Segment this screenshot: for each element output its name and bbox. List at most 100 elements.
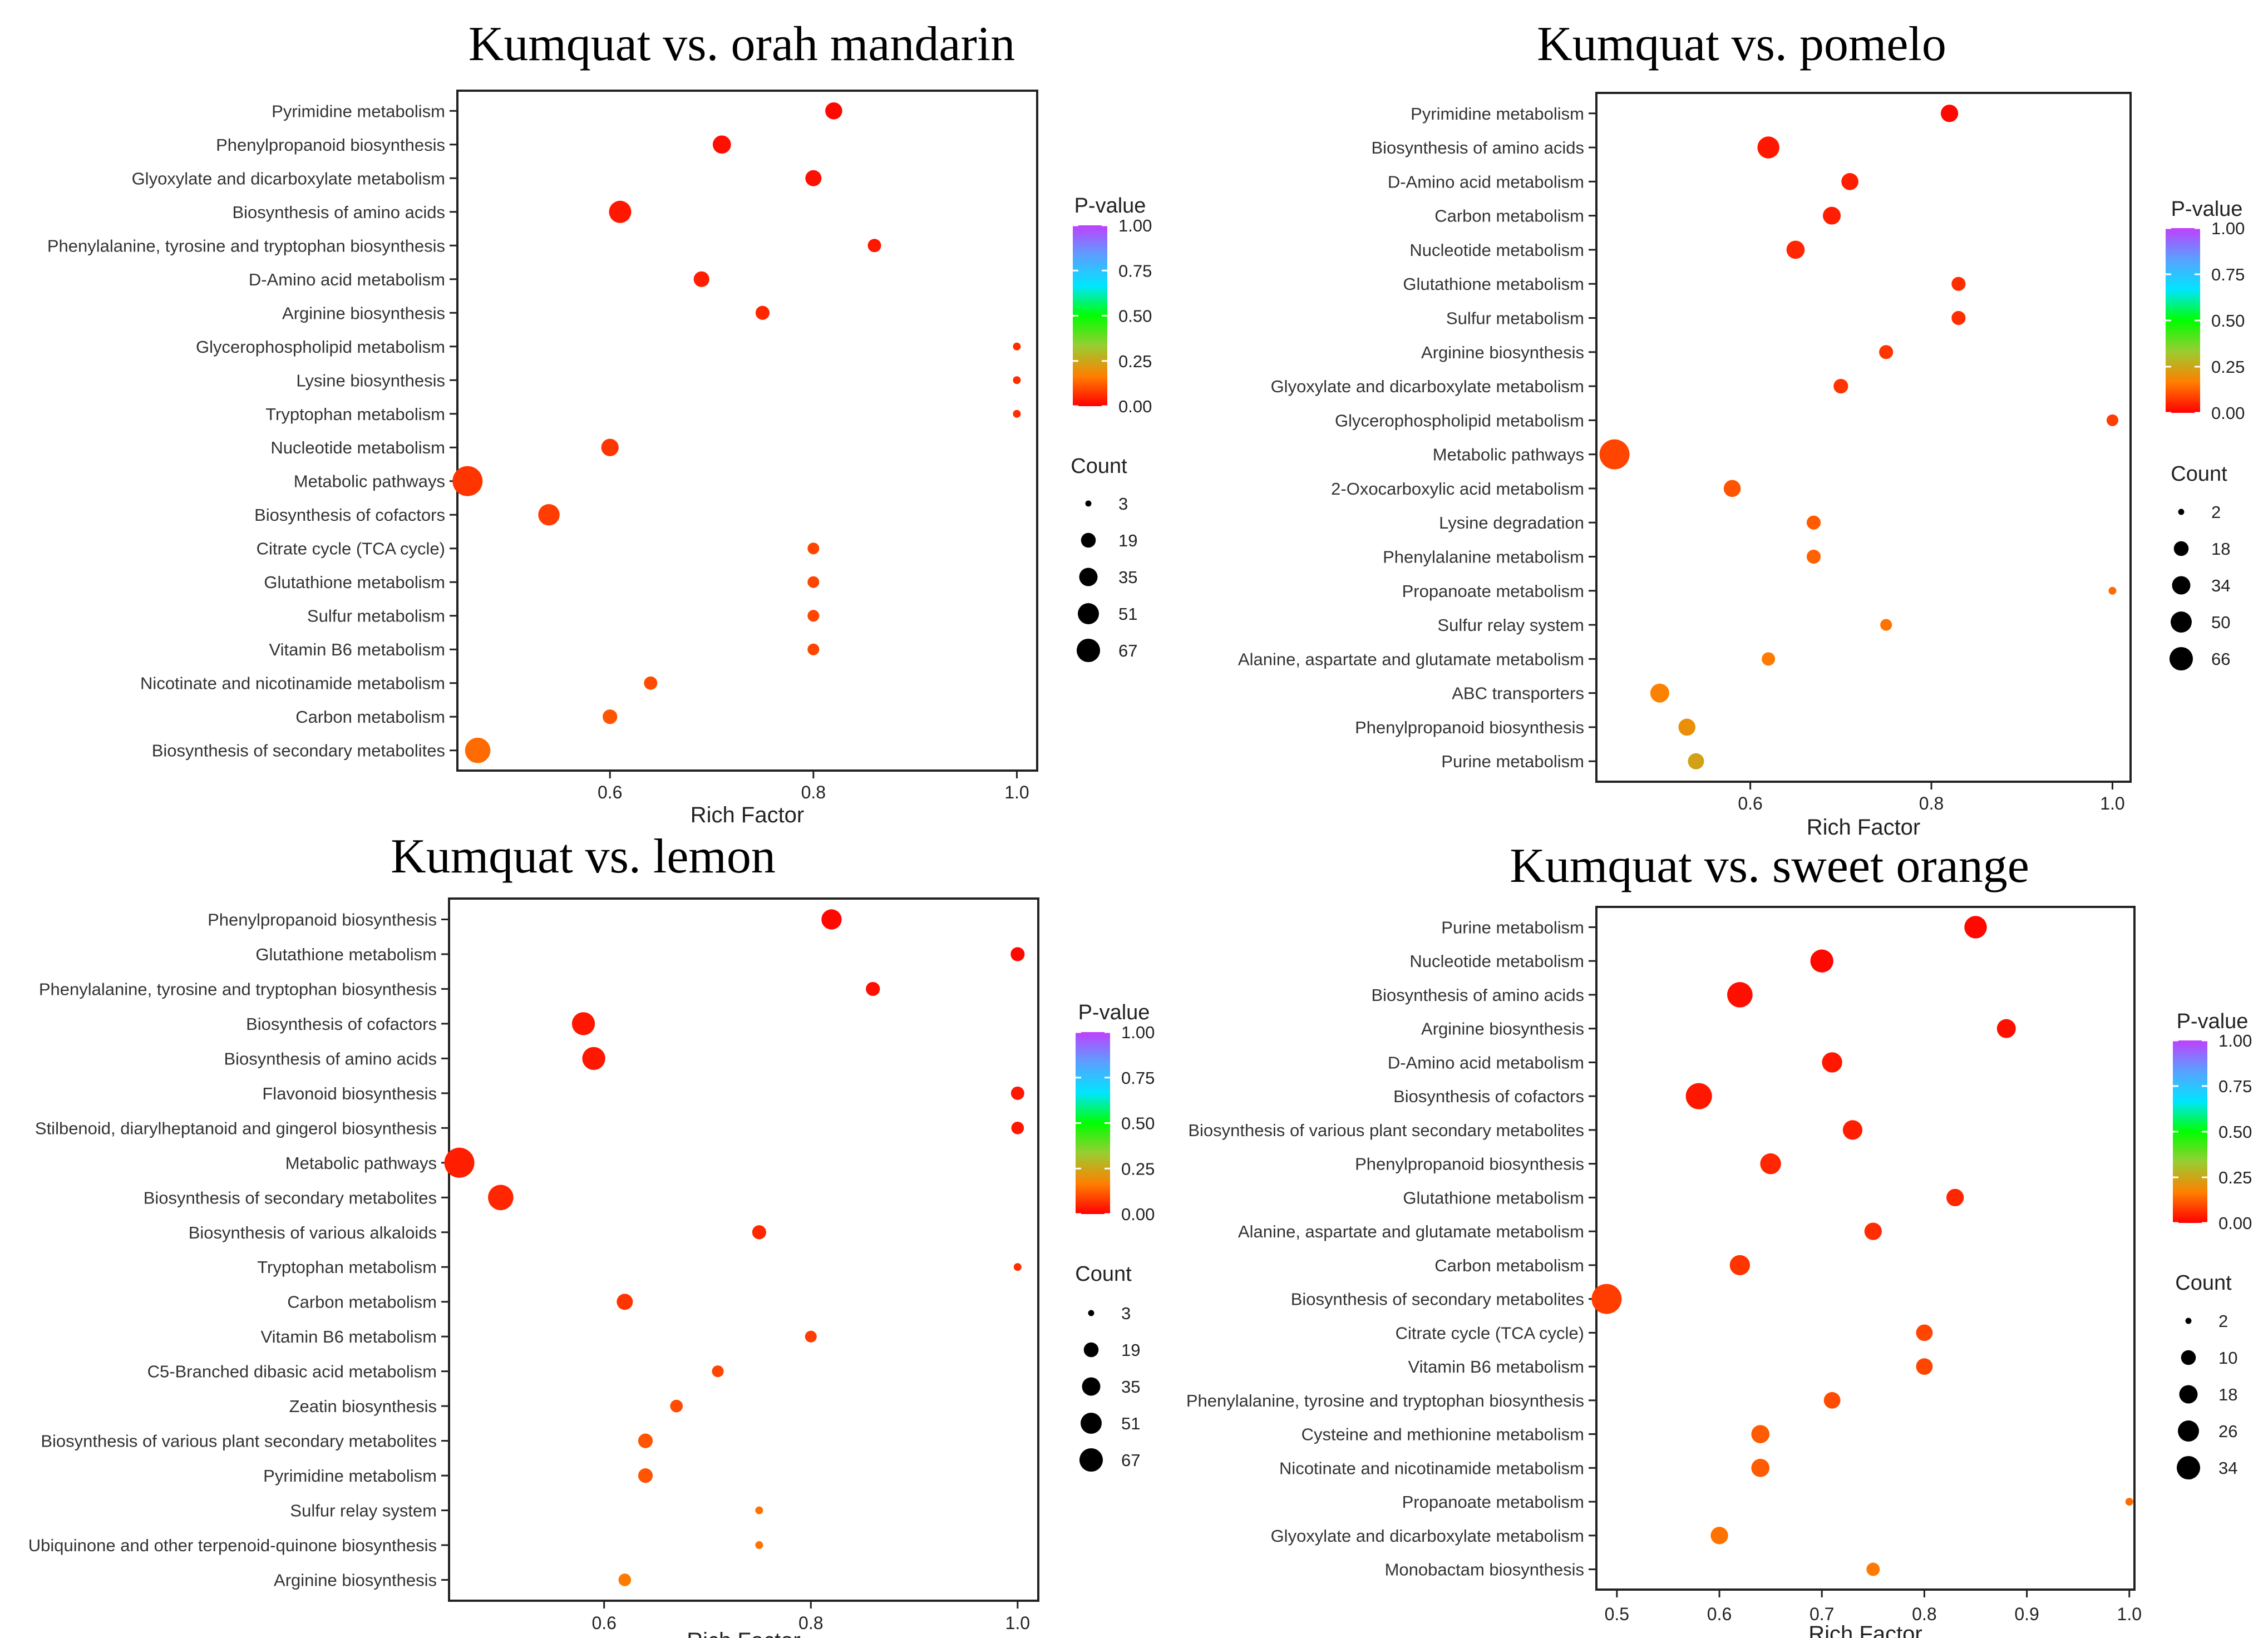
color-bar — [1076, 1032, 1110, 1214]
color-legend-title: P-value — [2177, 1010, 2249, 1033]
x-tick-label: 0.8 — [1919, 793, 1944, 813]
pathway-point — [1940, 105, 1959, 122]
pathway-point — [1760, 1153, 1781, 1175]
x-tick-label: 0.6 — [1707, 1604, 1732, 1624]
color-bar-label: 0.25 — [1121, 1159, 1155, 1178]
color-bar-label: 0.00 — [1121, 1205, 1155, 1224]
pathway-point — [1727, 982, 1753, 1008]
color-bar-label: 1.00 — [2218, 1031, 2252, 1050]
pathway-point — [825, 102, 842, 120]
pathway-label: Sulfur relay system — [290, 1501, 437, 1521]
pathway-point — [1823, 206, 1841, 225]
pathway-label: D-Amino acid metabolism — [249, 270, 445, 289]
pathway-point — [638, 1433, 653, 1448]
pathway-point — [1757, 136, 1779, 159]
size-legend-label: 50 — [2211, 613, 2230, 632]
color-bar — [2173, 1040, 2207, 1223]
x-axis-label: Rich Factor — [687, 1629, 801, 1638]
pathway-label: Biosynthesis of various plant secondary … — [41, 1432, 437, 1451]
size-legend-dot — [2172, 576, 2191, 595]
size-legend-label: 19 — [1118, 531, 1137, 550]
pathway-label: Phenylalanine metabolism — [1383, 547, 1584, 567]
pathway-label: Carbon metabolism — [1434, 206, 1584, 226]
pathway-label: Cysteine and methionine metabolism — [1301, 1425, 1584, 1444]
pathway-label: Sulfur metabolism — [1446, 308, 1584, 328]
size-legend-dot — [2173, 541, 2189, 556]
color-bar — [1073, 225, 1107, 406]
pathway-point — [1822, 1052, 1842, 1073]
pathway-point — [2106, 414, 2118, 426]
pathway-point — [1951, 310, 1966, 325]
size-legend-label: 51 — [1121, 1414, 1140, 1433]
size-legend-dot — [2178, 1420, 2199, 1442]
x-tick-label: 1.0 — [2117, 1604, 2142, 1624]
pathway-label: Phenylalanine, tyrosine and tryptophan b… — [39, 979, 437, 999]
pathway-point — [444, 1147, 475, 1178]
pathway-point — [1841, 173, 1858, 190]
pathway-point — [670, 1399, 683, 1413]
pathway-label: Phenylalanine, tyrosine and tryptophan b… — [47, 236, 445, 255]
pathway-label: Stilbenoid, diarylheptanoid and gingerol… — [35, 1118, 437, 1138]
pathway-point — [1013, 342, 1021, 351]
pathway-label: Nicotinate and nicotinamide metabolism — [140, 674, 445, 693]
pathway-label: Nucleotide metabolism — [1409, 951, 1584, 971]
pathway-point — [1916, 1358, 1933, 1375]
plot-frame — [448, 897, 1039, 1602]
color-bar-label: 1.00 — [2211, 219, 2245, 238]
pathway-point — [1879, 345, 1894, 359]
pathway-label: Nucleotide metabolism — [1409, 240, 1584, 260]
pathway-point — [1010, 947, 1025, 961]
pathway-point — [488, 1185, 514, 1211]
chart-title: Kumquat vs. sweet orange — [1510, 839, 2029, 893]
pathway-point — [1751, 1425, 1770, 1443]
pathway-label: Nucleotide metabolism — [270, 438, 445, 457]
pathway-point — [601, 438, 619, 456]
color-bar-label: 0.00 — [1118, 397, 1152, 416]
pathway-label: Glyoxylate and dicarboxylate metabolism — [1271, 1526, 1584, 1546]
pathway-label: D-Amino acid metabolism — [1388, 1053, 1584, 1072]
pathway-label: Propanoate metabolism — [1402, 581, 1584, 601]
pathway-point — [1964, 916, 1987, 939]
chart-panel-3: Kumquat vs. lemon Phenylpropanoid biosynt… — [28, 830, 1155, 1638]
pathway-point — [1599, 439, 1630, 470]
size-legend-dot — [1081, 532, 1096, 548]
color-bar-label: 0.25 — [2211, 357, 2245, 377]
pathway-label: Biosynthesis of various alkaloids — [189, 1223, 437, 1242]
x-tick-label: 0.8 — [801, 782, 826, 802]
size-legend-label: 19 — [1121, 1340, 1140, 1360]
pathway-label: Phenylalanine, tyrosine and tryptophan b… — [1186, 1391, 1584, 1410]
pathway-point — [1880, 619, 1892, 631]
pathway-label: Biosynthesis of cofactors — [254, 505, 445, 525]
color-legend-title: P-value — [1078, 1001, 1150, 1024]
pathway-point — [1866, 1562, 1880, 1576]
chart-title: Kumquat vs. orah mandarin — [469, 17, 1015, 71]
pathway-label: Pyrimidine metabolism — [272, 101, 445, 121]
pathway-label: Flavonoid biosynthesis — [262, 1084, 437, 1103]
size-legend-dot — [1088, 1310, 1094, 1316]
x-tick-label: 0.8 — [1912, 1604, 1936, 1624]
pathway-point — [1823, 1392, 1841, 1409]
size-legend-dot — [1076, 638, 1101, 663]
pathway-label: Metabolic pathways — [285, 1153, 437, 1173]
pathway-label: Arginine biosynthesis — [1421, 343, 1584, 362]
pathway-label: Citrate cycle (TCA cycle) — [1396, 1323, 1584, 1343]
pathway-point — [807, 542, 820, 555]
color-bar-label: 0.50 — [2218, 1122, 2252, 1142]
x-axis-label: Rich Factor — [691, 803, 805, 827]
x-tick-label: 1.0 — [1005, 1613, 1030, 1633]
pathway-point — [2125, 1498, 2133, 1506]
pathway-label: Glyoxylate and dicarboxylate metabolism — [1271, 377, 1584, 396]
pathway-point — [1916, 1324, 1933, 1341]
size-legend-label: 66 — [2211, 649, 2230, 669]
pathway-point — [712, 135, 731, 154]
pathway-label: Vitamin B6 metabolism — [269, 640, 445, 659]
size-legend-title: Count — [2175, 1271, 2232, 1295]
color-bar-label: 0.50 — [2211, 311, 2245, 330]
pathway-point — [1010, 1086, 1024, 1100]
plot-frame — [1595, 906, 2136, 1591]
pathway-point — [452, 466, 483, 496]
size-legend-dot — [2178, 509, 2185, 515]
pathway-point — [571, 1012, 595, 1035]
pathway-label: Zeatin biosynthesis — [289, 1397, 437, 1416]
